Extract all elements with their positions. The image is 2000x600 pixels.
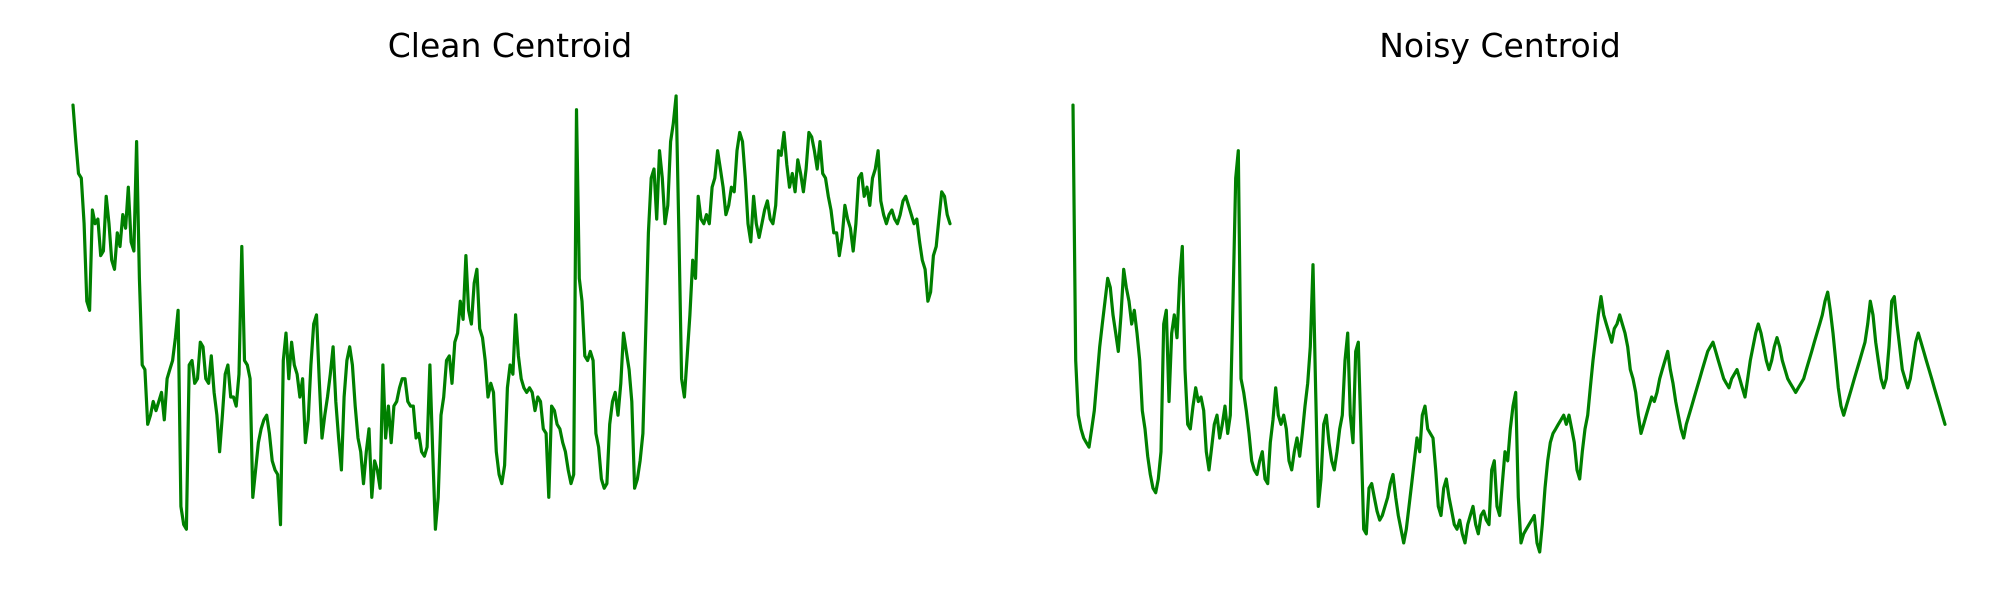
chart-plot-clean bbox=[71, 94, 952, 531]
chart-title: Noisy Centroid bbox=[1379, 26, 1621, 65]
chart-panel-noisy: Noisy Centroid bbox=[1000, 0, 2000, 600]
series-line bbox=[71, 94, 952, 531]
series-line bbox=[1071, 103, 1947, 554]
chart-panel-clean: Clean Centroid bbox=[71, 26, 952, 531]
chart-plot-noisy bbox=[1071, 103, 1947, 554]
chart-title: Clean Centroid bbox=[387, 26, 633, 65]
